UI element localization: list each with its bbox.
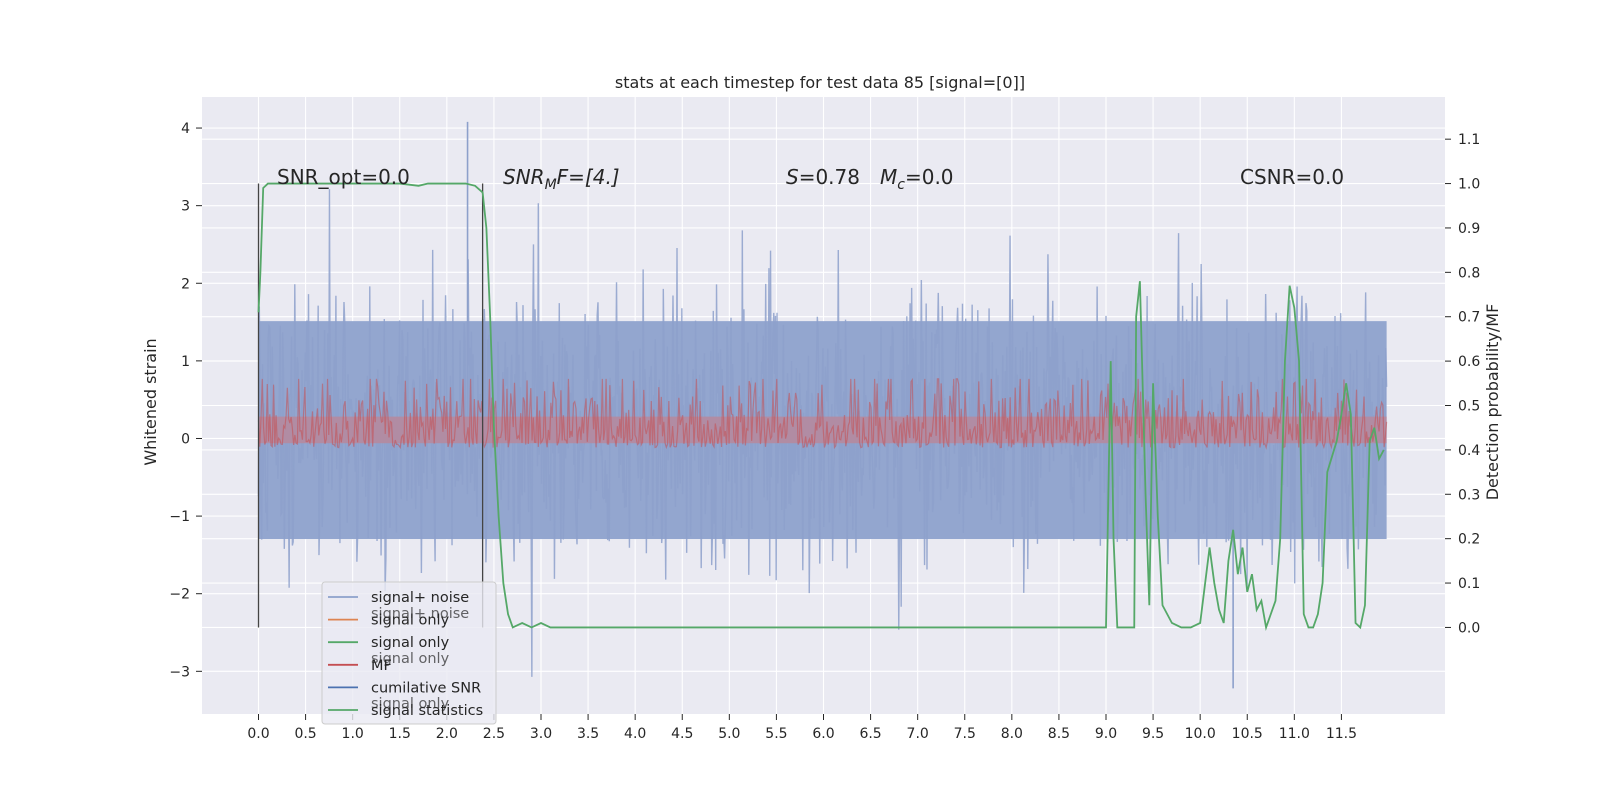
signal-statistics-series bbox=[257, 182, 1385, 631]
mf-series bbox=[257, 377, 1388, 450]
x-tick-label-18: 9.0 bbox=[1095, 726, 1117, 742]
mf-line bbox=[257, 377, 1388, 450]
event-markers bbox=[257, 183, 484, 628]
x-tick-label-5: 2.5 bbox=[483, 726, 505, 742]
x-tick-label-3: 1.5 bbox=[389, 726, 411, 742]
legend-label-0: signal+ noise bbox=[371, 590, 469, 606]
y-axis-ticks: −3 −2 −1 0 1 2 3 4 bbox=[169, 121, 202, 680]
x-tick-label-1: 0.5 bbox=[294, 726, 316, 742]
legend-label-4: cumilative SNR bbox=[371, 680, 481, 696]
annotation-csnr: CSNR=0.0 bbox=[1240, 165, 1344, 189]
annotation-snr-opt: SNR_opt=0.0 bbox=[277, 165, 410, 189]
legend-frame bbox=[321, 581, 497, 725]
x-tick-label-14: 7.0 bbox=[907, 726, 929, 742]
x-tick-label-2: 1.0 bbox=[342, 726, 364, 742]
legend-ghost-label-0: signal+ noise bbox=[371, 606, 469, 622]
right-axis-ticks: 0.0 0.1 0.2 0.3 0.4 0.5 0.6 0.7 0.8 0.9 1.0 1.1 bbox=[1445, 132, 1480, 636]
y2-tick-label-10: 1.0 bbox=[1458, 177, 1480, 193]
y-tick-label-3: 0 bbox=[181, 431, 190, 447]
annotation-snr-mf-subscript: M bbox=[545, 177, 557, 193]
y-tick-label-4: 1 bbox=[181, 354, 190, 370]
y-tick-label-7: 4 bbox=[181, 121, 190, 137]
y2-tick-label-1: 0.1 bbox=[1458, 576, 1480, 592]
legend-label-1: signal only bbox=[371, 613, 450, 629]
y-tick-label-0: −3 bbox=[169, 664, 190, 680]
x-tick-label-12: 6.0 bbox=[812, 726, 834, 742]
x-tick-label-22: 11.0 bbox=[1279, 726, 1310, 742]
annotation-snr-mf-value: F=[4.] bbox=[557, 165, 620, 189]
x-tick-label-11: 5.5 bbox=[765, 726, 787, 742]
legend-label-5: signal statistics bbox=[371, 703, 483, 719]
legend-label-2: signal only bbox=[371, 635, 450, 651]
x-tick-label-20: 10.0 bbox=[1185, 726, 1216, 742]
x-tick-label-9: 4.5 bbox=[671, 726, 693, 742]
y2-tick-label-4: 0.4 bbox=[1458, 443, 1480, 459]
legend-label-3: MF bbox=[371, 658, 392, 674]
noise-line bbox=[257, 189, 1388, 677]
annotations: SNR_opt=0.0 SNRMF=[4.] S=0.78 Mc=0.0 CSN… bbox=[277, 165, 1344, 193]
legend-ghost-label-2: signal only bbox=[371, 696, 450, 712]
y-tick-label-1: −2 bbox=[169, 587, 190, 603]
legend-ghost-label-1: signal only bbox=[371, 651, 450, 667]
annotation-s: S=0.78 bbox=[786, 165, 860, 189]
y2-tick-label-7: 0.7 bbox=[1458, 310, 1480, 326]
y2-tick-label-8: 0.8 bbox=[1458, 265, 1480, 281]
x-tick-label-13: 6.5 bbox=[859, 726, 881, 742]
x-tick-label-4: 2.0 bbox=[436, 726, 458, 742]
x-tick-label-19: 9.5 bbox=[1142, 726, 1164, 742]
x-tick-label-23: 11.5 bbox=[1326, 726, 1357, 742]
y2-tick-label-6: 0.6 bbox=[1458, 354, 1480, 370]
chart-title: stats at each timestep for test data 85 … bbox=[615, 73, 1025, 92]
annotation-s-name: S bbox=[786, 165, 799, 189]
x-tick-label-15: 7.5 bbox=[954, 726, 976, 742]
y2-tick-label-9: 0.9 bbox=[1458, 221, 1480, 237]
x-tick-label-17: 8.5 bbox=[1048, 726, 1070, 742]
y2-tick-label-2: 0.2 bbox=[1458, 532, 1480, 548]
annotation-s-value: =0.78 bbox=[799, 165, 860, 189]
x-tick-label-8: 4.0 bbox=[624, 726, 646, 742]
annotation-snr-mf-base: SNR bbox=[503, 165, 545, 189]
y-axis-label: Whitened strain bbox=[141, 338, 160, 465]
y-tick-label-6: 3 bbox=[181, 199, 190, 215]
annotation-mc-name: M bbox=[880, 165, 897, 189]
y2-tick-label-11: 1.1 bbox=[1458, 132, 1480, 148]
annotation-mc-subscript: c bbox=[897, 177, 905, 193]
right-axis-label: Detection probability/MF bbox=[1483, 304, 1502, 501]
y-tick-label-5: 2 bbox=[181, 276, 190, 292]
y2-tick-label-5: 0.5 bbox=[1458, 399, 1480, 415]
y-tick-label-2: −1 bbox=[169, 509, 190, 525]
x-tick-label-21: 10.5 bbox=[1232, 726, 1263, 742]
y2-tick-label-3: 0.3 bbox=[1458, 487, 1480, 503]
annotation-snr-mf: SNRMF=[4.] bbox=[503, 165, 620, 193]
annotation-mc-value: =0.0 bbox=[905, 165, 954, 189]
annotation-mc: Mc=0.0 bbox=[880, 165, 954, 193]
x-tick-label-10: 5.0 bbox=[718, 726, 740, 742]
x-tick-label-6: 3.0 bbox=[530, 726, 552, 742]
y2-tick-label-0: 0.0 bbox=[1458, 620, 1480, 636]
signal-statistics-line bbox=[257, 182, 1385, 631]
x-tick-label-0: 0.0 bbox=[247, 726, 269, 742]
x-tick-label-16: 8.0 bbox=[1001, 726, 1023, 742]
x-axis-ticks: 0.0 0.5 1.0 1.5 2.0 2.5 3.0 3.5 4.0 4.5 5.0 5.5 6.0 6… bbox=[247, 714, 1357, 742]
x-tick-label-7: 3.5 bbox=[577, 726, 599, 742]
